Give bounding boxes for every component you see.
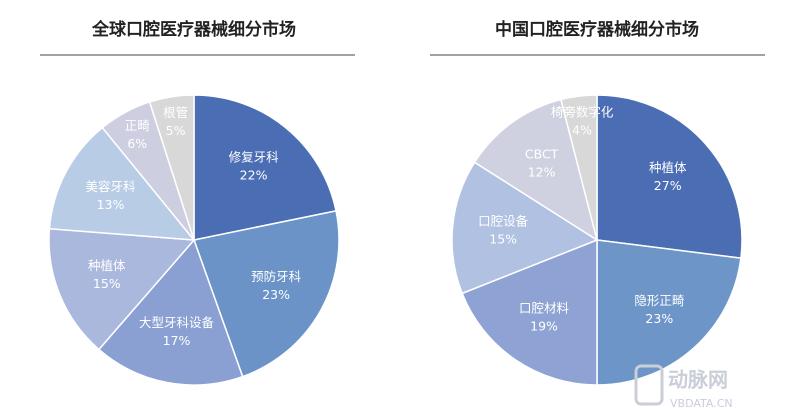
slice-name: 修复牙科 xyxy=(229,149,280,164)
pie-slice xyxy=(148,94,195,241)
slice-value-label: 5% xyxy=(166,123,186,138)
slice-value-label: 23% xyxy=(645,311,673,326)
pie-slice xyxy=(461,238,598,386)
slice-name: 大型牙科设备 xyxy=(139,315,215,330)
slice-name: 种植体 xyxy=(88,258,126,273)
slice-value-label: 27% xyxy=(654,178,682,193)
pie-slice xyxy=(473,98,599,242)
pie-slice xyxy=(97,238,244,386)
slice-name: 种植体 xyxy=(649,160,687,175)
slice-value-label: 23% xyxy=(262,287,290,302)
pie-slice xyxy=(48,126,196,241)
chart-title: 全球口腔医疗器械细分市场 xyxy=(91,19,296,40)
pie-slice xyxy=(596,94,743,260)
slice-value-label: 15% xyxy=(489,232,517,247)
slice-name: 根管 xyxy=(163,105,188,120)
slice-name: 美容牙科 xyxy=(85,179,136,194)
slice-value-label: 19% xyxy=(530,318,558,333)
watermark: 动脉网 VBDATA.CN xyxy=(634,364,733,410)
slice-value-label: 17% xyxy=(163,333,191,348)
pie-slice xyxy=(193,209,340,378)
pie-slice xyxy=(193,94,337,241)
watermark-icon xyxy=(634,364,664,406)
slice-name: 隐形正畸 xyxy=(634,293,684,308)
slice-value-label: 12% xyxy=(528,164,556,179)
slice-name: 正畸 xyxy=(125,118,150,133)
slice-value-label: 6% xyxy=(127,136,147,151)
slice-name: CBCT xyxy=(525,146,559,161)
pie-slice xyxy=(48,227,196,351)
pie-slice xyxy=(451,161,599,295)
slice-name: 口腔设备 xyxy=(478,214,529,229)
slice-name: 口腔材料 xyxy=(519,300,570,315)
pie-slice xyxy=(560,94,598,241)
slice-name: 预防牙科 xyxy=(251,269,302,284)
watermark-name: 动脉网 xyxy=(668,368,728,392)
watermark-url: VBDATA.CN xyxy=(670,397,733,410)
pie-slice xyxy=(596,239,742,386)
slice-name: 椅旁数字化 xyxy=(551,105,614,120)
slice-value-label: 13% xyxy=(97,197,125,212)
slice-value-label: 4% xyxy=(572,123,592,138)
chart-title: 中国口腔医疗器械细分市场 xyxy=(495,19,699,40)
slice-value-label: 22% xyxy=(240,167,268,182)
slice-value-label: 15% xyxy=(93,276,121,291)
